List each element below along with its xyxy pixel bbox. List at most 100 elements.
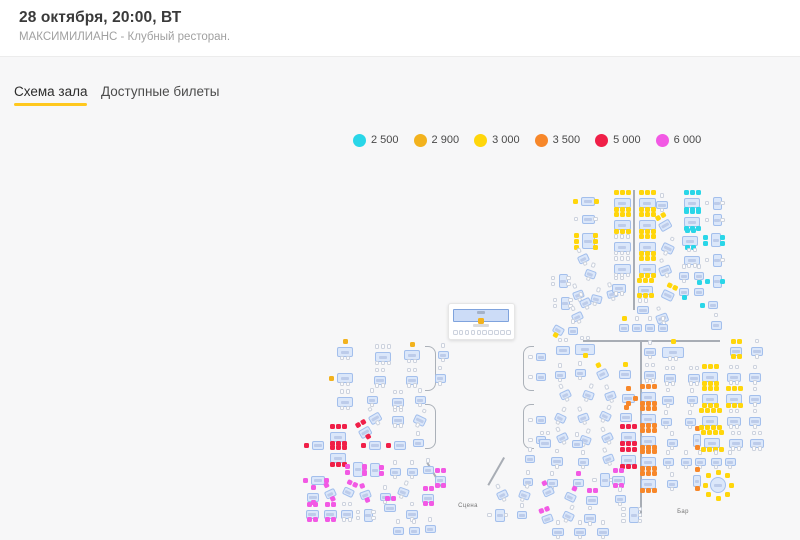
seat-available[interactable] bbox=[644, 256, 650, 261]
seat-available[interactable] bbox=[706, 473, 712, 479]
seat-available[interactable] bbox=[645, 400, 651, 406]
seat-available[interactable] bbox=[731, 386, 737, 391]
seat-available[interactable] bbox=[683, 209, 689, 214]
seat-available[interactable] bbox=[625, 463, 631, 469]
seat-available[interactable] bbox=[329, 445, 335, 450]
seat-available[interactable] bbox=[631, 424, 637, 429]
seat-available[interactable] bbox=[638, 256, 644, 261]
seat-available[interactable] bbox=[341, 445, 347, 450]
seat-available[interactable] bbox=[378, 470, 384, 476]
seat-available[interactable] bbox=[625, 385, 631, 391]
seat-available[interactable] bbox=[342, 339, 348, 344]
seat-available[interactable] bbox=[341, 440, 347, 446]
seat-available[interactable] bbox=[639, 444, 645, 450]
seat-available[interactable] bbox=[684, 244, 690, 250]
seat-available[interactable] bbox=[645, 384, 651, 389]
seat-available[interactable] bbox=[731, 402, 737, 408]
seat-available[interactable] bbox=[700, 446, 706, 452]
seat-available[interactable] bbox=[707, 402, 713, 408]
seat-available[interactable] bbox=[690, 228, 696, 233]
seat-available[interactable] bbox=[645, 428, 651, 433]
seat-available[interactable] bbox=[303, 477, 308, 483]
seat-available[interactable] bbox=[537, 507, 545, 515]
seat-available[interactable] bbox=[704, 408, 710, 413]
seat-available[interactable] bbox=[644, 212, 650, 217]
seat-available[interactable] bbox=[625, 401, 631, 406]
seat-available[interactable] bbox=[618, 483, 624, 488]
seat-available[interactable] bbox=[638, 206, 644, 212]
seat-available[interactable] bbox=[631, 440, 637, 446]
seat-available[interactable] bbox=[351, 481, 359, 488]
seat-available[interactable] bbox=[713, 386, 719, 391]
seat-available[interactable] bbox=[716, 408, 722, 413]
seat-available[interactable] bbox=[312, 517, 318, 522]
seat-available[interactable] bbox=[650, 212, 656, 217]
seat-available[interactable] bbox=[636, 277, 642, 283]
seat-available[interactable] bbox=[543, 505, 550, 513]
seat-available[interactable] bbox=[570, 485, 578, 492]
seat-available[interactable] bbox=[707, 386, 713, 391]
seat-available[interactable] bbox=[644, 190, 650, 195]
seat-available[interactable] bbox=[625, 424, 631, 429]
seat-available[interactable] bbox=[390, 496, 396, 501]
seat-available[interactable] bbox=[736, 354, 742, 359]
seat-available[interactable] bbox=[573, 238, 579, 244]
seat-available[interactable] bbox=[706, 446, 712, 452]
seat-available[interactable] bbox=[478, 318, 484, 324]
seat-available[interactable] bbox=[642, 277, 648, 283]
seat-available[interactable] bbox=[718, 430, 724, 435]
seat-available[interactable] bbox=[622, 361, 628, 367]
seat-available[interactable] bbox=[683, 190, 689, 195]
tab-hall-scheme[interactable]: Схема зала bbox=[14, 84, 88, 99]
seat-available[interactable] bbox=[710, 408, 716, 413]
seat-available[interactable] bbox=[644, 206, 650, 212]
seat-available[interactable] bbox=[720, 278, 725, 284]
seat-available[interactable] bbox=[736, 338, 742, 344]
seat-available[interactable] bbox=[310, 484, 316, 490]
tab-available-tickets[interactable]: Доступные билеты bbox=[101, 84, 220, 99]
seat-available[interactable] bbox=[651, 465, 657, 471]
seat-available[interactable] bbox=[329, 424, 335, 429]
seat-available[interactable] bbox=[361, 442, 366, 448]
seat-available[interactable] bbox=[575, 471, 581, 476]
seat-available[interactable] bbox=[645, 406, 651, 411]
seat-available[interactable] bbox=[703, 240, 708, 246]
seat-available[interactable] bbox=[651, 487, 657, 493]
seat-available[interactable] bbox=[715, 469, 721, 475]
seat-available[interactable] bbox=[593, 238, 598, 244]
seat-available[interactable] bbox=[645, 465, 651, 471]
seat-available[interactable] bbox=[650, 206, 656, 212]
seat-available[interactable] bbox=[651, 422, 657, 428]
seat-available[interactable] bbox=[706, 430, 712, 435]
seat-available[interactable] bbox=[323, 477, 329, 483]
seat-available[interactable] bbox=[304, 442, 309, 448]
seat-available[interactable] bbox=[330, 517, 336, 522]
seat-available[interactable] bbox=[645, 444, 651, 450]
seat-available[interactable] bbox=[639, 422, 645, 428]
seat-available[interactable] bbox=[625, 206, 631, 212]
seat-available[interactable] bbox=[428, 501, 434, 506]
seat-available[interactable] bbox=[434, 467, 440, 473]
seat-available[interactable] bbox=[619, 228, 625, 234]
seat-available[interactable] bbox=[642, 293, 648, 298]
seat-available[interactable] bbox=[639, 406, 645, 411]
seat-available[interactable] bbox=[582, 353, 588, 358]
seat-available[interactable] bbox=[703, 234, 708, 240]
seat-available[interactable] bbox=[701, 386, 707, 391]
seat-available[interactable] bbox=[716, 424, 722, 430]
seat-available[interactable] bbox=[364, 433, 372, 441]
seat-available[interactable] bbox=[737, 386, 743, 391]
seat-available[interactable] bbox=[713, 364, 719, 369]
seat-available[interactable] bbox=[700, 302, 705, 308]
seat-available[interactable] bbox=[737, 402, 743, 408]
seat-available[interactable] bbox=[619, 440, 625, 446]
seat-available[interactable] bbox=[651, 444, 657, 450]
seat-available[interactable] bbox=[698, 424, 704, 430]
seat-available[interactable] bbox=[696, 280, 702, 285]
seat-available[interactable] bbox=[386, 442, 391, 448]
seat-available[interactable] bbox=[689, 209, 695, 214]
seat-available[interactable] bbox=[329, 461, 335, 467]
seat-available[interactable] bbox=[612, 483, 618, 488]
seat-available[interactable] bbox=[434, 483, 440, 488]
seat-available[interactable] bbox=[650, 272, 656, 278]
